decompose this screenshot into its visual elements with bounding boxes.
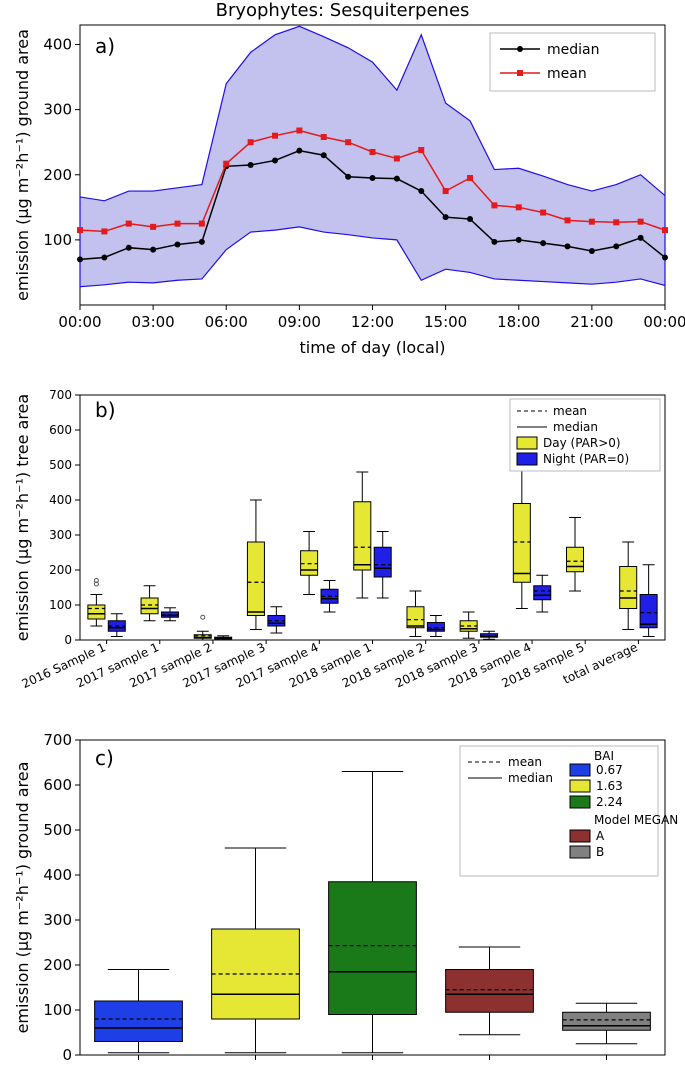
svg-text:B: B — [596, 845, 604, 859]
panel-c-label: c) — [95, 746, 114, 770]
panel-a-xtick: 03:00 — [132, 313, 175, 331]
panel-a-legend: median mean — [490, 33, 655, 91]
panel-b-ytick: 500 — [49, 458, 72, 472]
svg-text:1.63: 1.63 — [596, 779, 623, 793]
panel-a-xlabel: time of day (local) — [299, 338, 445, 357]
svg-text:Night (PAR=0): Night (PAR=0) — [543, 452, 629, 466]
svg-text:2.24: 2.24 — [596, 795, 623, 809]
panel-c-ytick: 600 — [43, 776, 72, 794]
panel-c-ytick: 0 — [62, 1046, 72, 1064]
panel-a-ytick: 100 — [43, 231, 72, 249]
panel-c-ytick: 500 — [43, 821, 72, 839]
panel-c-ytick: 200 — [43, 956, 72, 974]
panel-a-ytick: 200 — [43, 166, 72, 184]
panel-b-ytick: 0 — [64, 633, 72, 647]
panel-b-ytick: 100 — [49, 598, 72, 612]
panel-b-ytick: 600 — [49, 423, 72, 437]
panel-c-ytick: 700 — [43, 731, 72, 749]
svg-text:BAI: BAI — [594, 749, 614, 763]
panel-c-legend: mean median BAI0.67 1.63 2.24 Model MEGAN AB — [460, 746, 678, 876]
panel-a-xtick: 09:00 — [278, 313, 321, 331]
panel-c-ytick: 300 — [43, 911, 72, 929]
svg-text:A: A — [596, 829, 605, 843]
panel-b-legend: mean median Day (PAR>0) Night (PAR=0) — [510, 399, 660, 471]
panel-a-xtick: 21:00 — [570, 313, 613, 331]
panel-b-ylabel: emission (µg m⁻²h⁻¹) tree area — [13, 394, 32, 641]
panel-a-ytick: 300 — [43, 101, 72, 119]
panel-a-ytick: 400 — [43, 36, 72, 54]
svg-text:Model MEGAN: Model MEGAN — [594, 813, 678, 827]
panel-b-ytick: 400 — [49, 493, 72, 507]
panel-a-ylabel: emission (µg m⁻²h⁻¹) ground area — [13, 29, 32, 301]
figure-container: Bryophytes: Sesquiterpenes 100 200 300 400 0… — [0, 0, 685, 1073]
svg-text:Day (PAR>0): Day (PAR>0) — [543, 436, 621, 450]
svg-text:mean: mean — [547, 66, 587, 82]
panel-b-ytick: 700 — [49, 388, 72, 402]
panel-a-xtick: 15:00 — [424, 313, 467, 331]
panel-b-ytick: 300 — [49, 528, 72, 542]
panel-a-xtick: 18:00 — [497, 313, 540, 331]
panel-a-label: a) — [95, 34, 115, 58]
svg-text:0.67: 0.67 — [596, 763, 623, 777]
panel-c-ytick: 100 — [43, 1001, 72, 1019]
svg-text:median: median — [508, 771, 553, 785]
panel-c-ylabel: emission (µg m⁻²h⁻¹) ground area — [13, 762, 32, 1034]
svg-text:mean: mean — [553, 404, 587, 418]
panel-b-label: b) — [95, 398, 116, 422]
panel-a-xtick: 06:00 — [205, 313, 248, 331]
panel-a-xtick: 00:00 — [643, 313, 685, 331]
svg-text:median: median — [553, 420, 598, 434]
panel-a-xtick: 12:00 — [351, 313, 394, 331]
panel-c-ytick: 400 — [43, 866, 72, 884]
figure-svg: 100 200 300 400 00:00 03:00 06:00 09:00 12:00 15:… — [0, 0, 685, 1073]
figure-title: Bryophytes: Sesquiterpenes — [0, 0, 685, 21]
svg-text:median: median — [547, 42, 599, 58]
panel-a-xtick: 00:00 — [58, 313, 101, 331]
panel-b-ytick: 200 — [49, 563, 72, 577]
svg-text:mean: mean — [508, 755, 542, 769]
